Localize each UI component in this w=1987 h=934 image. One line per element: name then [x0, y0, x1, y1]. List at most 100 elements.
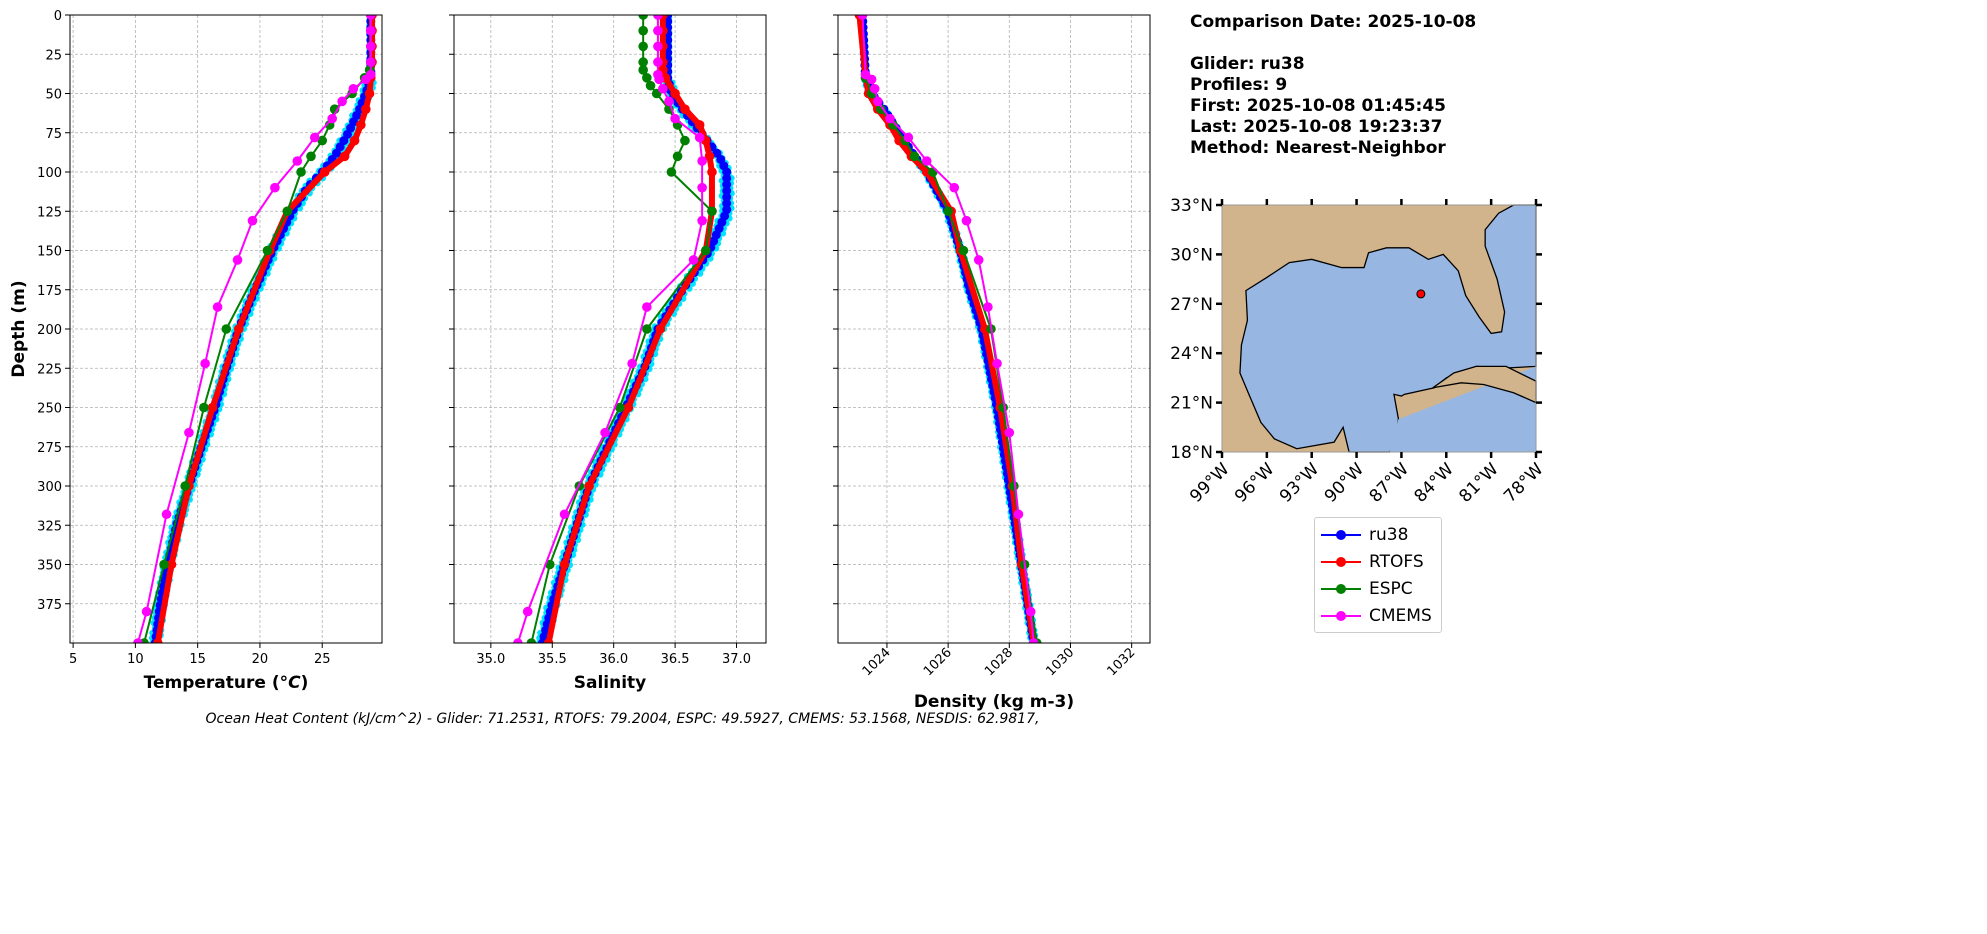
- point-cmems: [200, 358, 210, 369]
- lon-tick-label: 90°W: [1321, 459, 1368, 506]
- point-espc: [672, 151, 683, 162]
- x-tick-label: 35.0: [476, 652, 505, 667]
- series-line-rtofs: [154, 15, 376, 643]
- point-cmems: [627, 358, 637, 369]
- point-cmems: [1004, 427, 1015, 438]
- point-espc: [638, 41, 648, 52]
- point-espc: [998, 402, 1008, 413]
- point-rtofs: [655, 324, 666, 334]
- point-cmems: [992, 358, 1002, 369]
- point-rtofs: [704, 151, 715, 162]
- point-cmems: [653, 41, 663, 52]
- x-tick-label: 25: [314, 652, 331, 667]
- y-tick-label: 125: [37, 205, 62, 220]
- point-espc: [642, 324, 652, 334]
- y-tick-label: 375: [37, 598, 62, 613]
- lat-tick-label: 21°N: [1170, 394, 1213, 414]
- point-cmems: [697, 156, 707, 166]
- x-axis-label: Salinity: [574, 673, 647, 693]
- point-cmems: [697, 215, 707, 226]
- lon-tick-label: 84°W: [1410, 459, 1457, 506]
- first-time: First: 2025-10-08 01:45:45: [1190, 96, 1447, 116]
- point-cmems: [184, 427, 194, 438]
- x-tick-label: 37.0: [722, 652, 751, 667]
- point-cmems: [670, 113, 680, 124]
- axes-frame: [69, 14, 383, 644]
- legend-item-espc: ESPC: [1315, 575, 1441, 602]
- point-espc: [262, 245, 273, 256]
- point-rtofs: [559, 559, 570, 570]
- lon-tick-label: 93°W: [1276, 459, 1323, 506]
- point-cmems: [522, 606, 533, 617]
- glider-name: Glider: ru38: [1190, 54, 1305, 74]
- point-cmems: [365, 25, 376, 36]
- point-cmems: [247, 215, 258, 226]
- point-espc: [1009, 481, 1019, 491]
- legend-label: RTOFS: [1369, 551, 1424, 572]
- point-rtofs: [584, 481, 594, 491]
- point-espc: [296, 167, 306, 177]
- point-espc: [306, 151, 316, 162]
- method: Method: Nearest-Neighbor: [1190, 138, 1446, 158]
- lon-tick-label: 96°W: [1231, 459, 1278, 506]
- point-espc: [638, 57, 648, 67]
- lat-tick-label: 27°N: [1170, 295, 1213, 315]
- x-tick-label: 36.0: [599, 652, 628, 667]
- point-espc: [159, 559, 169, 570]
- point-rtofs: [166, 559, 177, 570]
- x-tick-label: 10: [127, 652, 144, 667]
- point-cmems: [658, 83, 668, 94]
- point-cmems: [348, 83, 359, 94]
- point-cmems: [983, 302, 993, 312]
- legend: ru38 RTOFS ESPC CMEMS: [1314, 517, 1442, 633]
- legend-swatch: [1321, 552, 1361, 572]
- point-cmems: [1025, 606, 1036, 617]
- panel-dens: 1024 1026 1028 1030 1032 Density (kg m-3): [833, 14, 1151, 712]
- axes-frame: [453, 14, 767, 644]
- point-cmems: [161, 509, 172, 520]
- point-cmems: [697, 182, 707, 193]
- point-cmems: [133, 638, 143, 643]
- point-cmems: [872, 96, 883, 107]
- point-espc: [958, 245, 969, 256]
- point-ru38: [722, 173, 732, 183]
- last-time: Last: 2025-10-08 19:23:37: [1190, 117, 1443, 137]
- point-cmems: [973, 255, 984, 265]
- point-espc: [666, 167, 677, 177]
- point-espc: [943, 206, 953, 217]
- point-espc: [317, 135, 328, 146]
- x-tick-label: 1026: [921, 645, 955, 679]
- point-espc: [638, 65, 648, 75]
- lon-tick-label: 78°W: [1500, 459, 1547, 506]
- x-tick-label: 35.5: [538, 652, 567, 667]
- point-cmems: [694, 132, 705, 143]
- y-tick-label: 100: [37, 166, 62, 181]
- point-cmems: [688, 255, 699, 265]
- point-ru38: [331, 148, 341, 158]
- legend-swatch: [1321, 525, 1361, 545]
- legend-label: CMEMS: [1369, 605, 1432, 626]
- x-tick-label: 1024: [860, 645, 894, 679]
- y-tick-label: 25: [45, 48, 62, 63]
- lon-tick-label: 99°W: [1186, 459, 1233, 506]
- axes-frame: [837, 14, 1151, 644]
- x-tick-label: 15: [189, 652, 206, 667]
- point-cmems: [961, 215, 972, 226]
- point-espc: [876, 104, 886, 114]
- lat-tick-label: 30°N: [1170, 245, 1213, 265]
- point-cmems: [292, 156, 303, 166]
- point-rtofs: [361, 104, 371, 114]
- lon-tick-label: 81°W: [1455, 459, 1502, 506]
- x-tick-label: 36.5: [661, 652, 690, 667]
- point-ru38: [722, 198, 732, 208]
- point-cmems: [309, 132, 320, 143]
- legend-label: ru38: [1369, 524, 1409, 545]
- point-cmems: [361, 74, 371, 85]
- point-espc: [199, 402, 209, 413]
- point-cmems: [365, 15, 376, 20]
- point-cmems: [903, 132, 914, 143]
- point-rtofs: [207, 402, 218, 413]
- y-tick-label: 0: [54, 9, 62, 24]
- lat-tick-label: 24°N: [1170, 344, 1213, 364]
- point-espc: [680, 135, 690, 146]
